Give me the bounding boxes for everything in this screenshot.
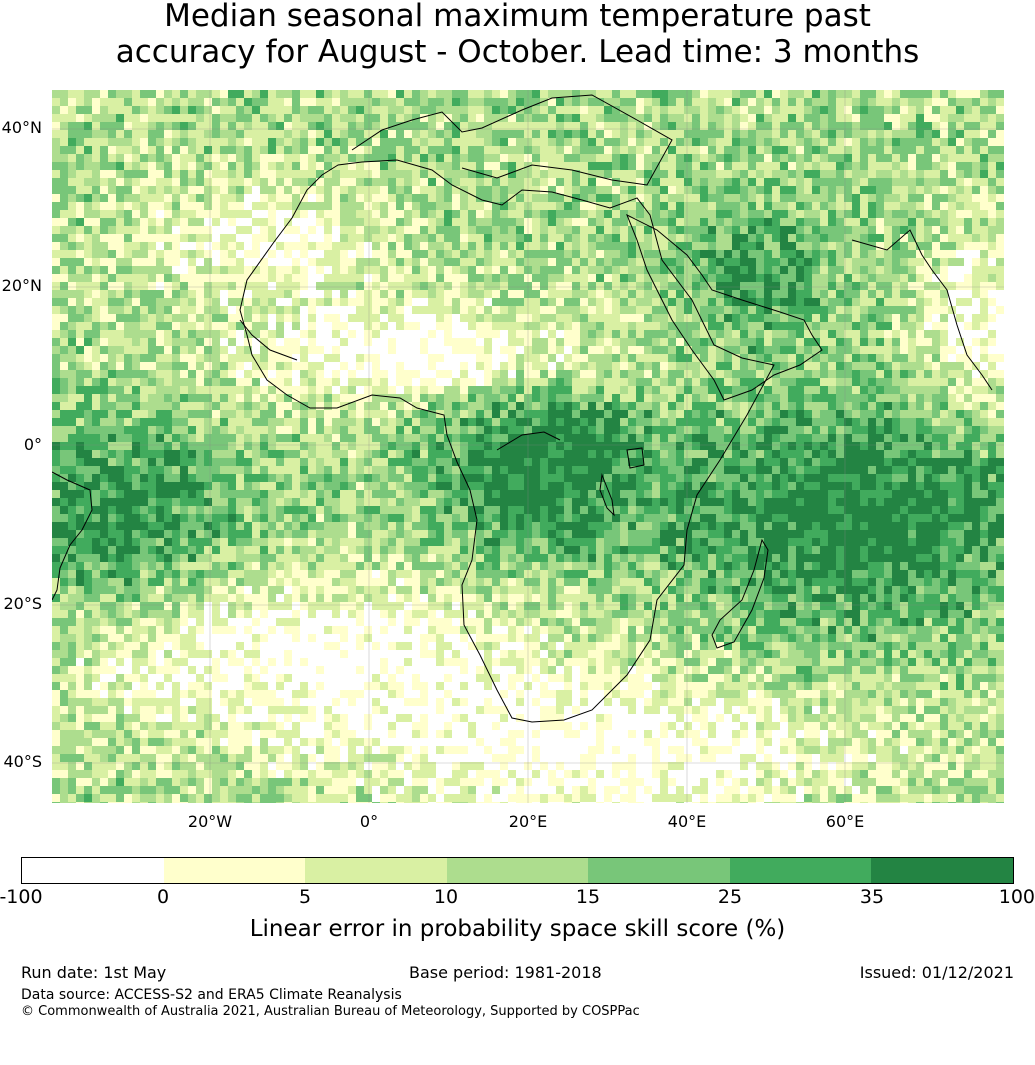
- colorbar-label: Linear error in probability space skill …: [249, 916, 786, 942]
- colorbar-segment: [305, 858, 447, 883]
- colorbar-segment: [163, 858, 306, 883]
- copyright: © Commonwealth of Australia 2021, Austra…: [21, 1004, 640, 1019]
- run-date: Run date: 1st May: [21, 963, 167, 982]
- colorbar-tick: 35: [859, 886, 885, 908]
- colorbar-segment: [871, 858, 1014, 883]
- lon-label-60e: 60°E: [825, 812, 865, 831]
- colorbar-segment: [588, 858, 730, 883]
- lat-label-20s: 20°S: [3, 594, 42, 613]
- lat-label-20n: 20°N: [1, 276, 42, 295]
- lon-label-20w: 20°W: [187, 812, 233, 831]
- coastlines: [52, 94, 993, 723]
- colorbar-tick: 0: [156, 886, 170, 908]
- colorbar-tick: 15: [575, 886, 601, 908]
- lat-label-40n: 40°N: [1, 118, 42, 137]
- colorbar-tick: 25: [717, 886, 743, 908]
- lat-label-0: 0°: [23, 435, 42, 454]
- graticule: [52, 90, 1004, 803]
- chart-title-line-2: accuracy for August - October. Lead time…: [115, 34, 920, 70]
- colorbar-segment: [446, 858, 589, 883]
- colorbar-tick: 10: [433, 886, 459, 908]
- colorbar-segment: [729, 858, 872, 883]
- chart-title-line-1: Median seasonal maximum temperature past: [164, 0, 871, 34]
- base-period: Base period: 1981-2018: [409, 963, 602, 982]
- map-canvas: [52, 90, 1004, 803]
- lat-label-40s: 40°S: [3, 752, 42, 771]
- lon-label-40e: 40°E: [667, 812, 707, 831]
- skill-score-map: [52, 90, 1004, 803]
- lon-label-20e: 20°E: [508, 812, 548, 831]
- colorbar-tick: 100: [998, 886, 1035, 908]
- colorbar-tick: 5: [298, 886, 312, 908]
- data-source: Data source: ACCESS-S2 and ERA5 Climate …: [21, 987, 402, 1003]
- colorbar: [21, 857, 1014, 884]
- issued-date: Issued: 01/12/2021: [859, 963, 1014, 982]
- colorbar-tick: -100: [0, 886, 43, 908]
- lon-label-0: 0°: [359, 812, 379, 831]
- colorbar-segment: [22, 858, 164, 883]
